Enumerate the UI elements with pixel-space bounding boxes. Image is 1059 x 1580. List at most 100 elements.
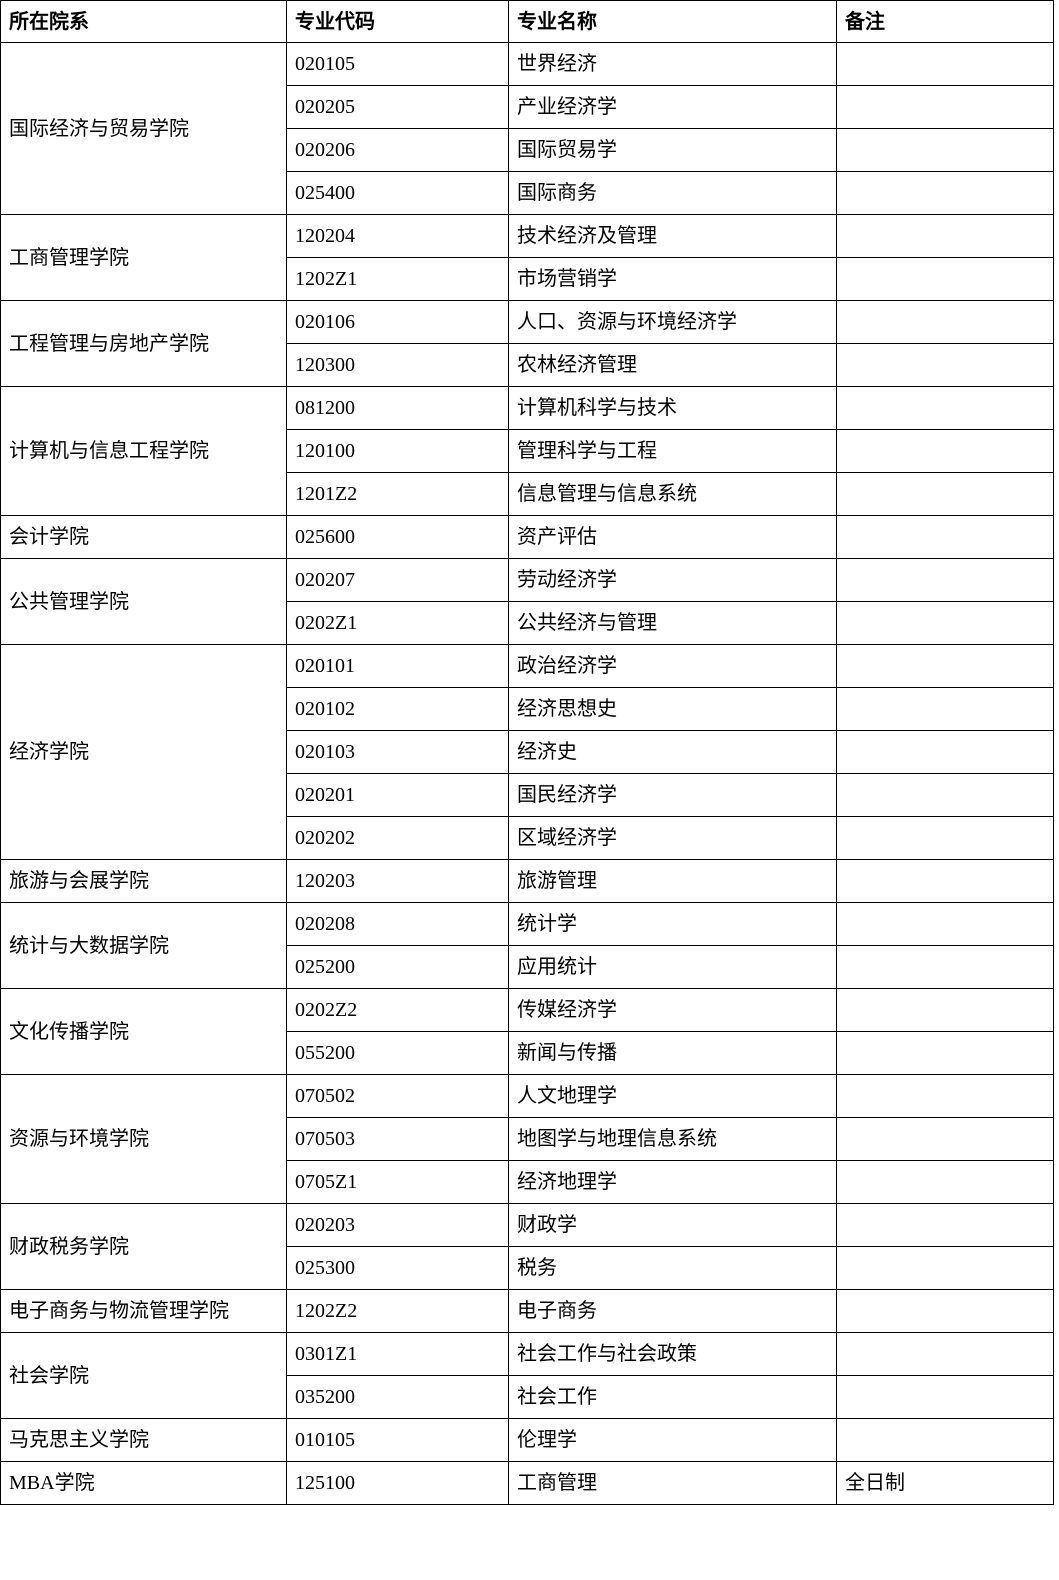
cell-remark [836,902,1054,946]
cell-major-name: 财政学 [508,1203,837,1247]
cell-major-code: 020102 [286,687,509,731]
cell-department: 电子商务与物流管理学院 [0,1289,287,1333]
cell-remark [836,128,1054,172]
table-row: 文化传播学院 0202Z2 传媒经济学 [0,988,1054,1075]
cell-major-code: 120204 [286,214,509,258]
cell-major-code: 055200 [286,1031,509,1075]
cell-department: 统计与大数据学院 [0,902,287,989]
cell-major-name: 劳动经济学 [508,558,837,602]
cell-major-name: 传媒经济学 [508,988,837,1032]
cell-remark [836,1203,1054,1247]
table-row: 120100 管理科学与工程 [1,429,1054,473]
cell-remark [836,429,1054,473]
cell-major-code: 0202Z1 [286,601,509,645]
cell-remark [836,171,1054,215]
cell-remark [836,558,1054,602]
cell-major-name: 人口、资源与环境经济学 [508,300,837,344]
cell-remark [836,343,1054,387]
cell-major-name: 管理科学与工程 [508,429,837,473]
cell-remark [836,730,1054,774]
table-row: 旅游与会展学院 120203 旅游管理 [0,859,1054,903]
table-row: 社会学院 0301Z1 社会工作与社会政策 [0,1332,1054,1419]
cell-remark [836,42,1054,86]
cell-major-code: 125100 [286,1461,509,1505]
cell-remark [836,85,1054,129]
cell-major-name: 区域经济学 [508,816,837,860]
cell-department: 旅游与会展学院 [0,859,287,903]
table-header: 所在院系 专业代码 专业名称 备注 [0,0,1054,43]
cell-remark [836,1031,1054,1075]
cell-remark [836,300,1054,344]
cell-major-name: 伦理学 [508,1418,837,1462]
cell-major-code: 1202Z1 [286,257,509,301]
cell-remark [836,472,1054,516]
cell-remark [836,1246,1054,1290]
cell-major-code: 035200 [286,1375,509,1419]
column-header-remark: 备注 [836,0,1054,43]
cell-department: 财政税务学院 [0,1203,287,1290]
cell-remark [836,214,1054,258]
cell-major-name: 世界经济 [508,42,837,86]
table-row: 马克思主义学院 010105 伦理学 [0,1418,1054,1462]
cell-remark [836,816,1054,860]
cell-remark [836,1289,1054,1333]
cell-department: 文化传播学院 [0,988,287,1075]
table-row: MBA学院 125100 工商管理 全日制 [0,1461,1054,1505]
cell-remark [836,1418,1054,1462]
cell-major-name: 产业经济学 [508,85,837,129]
cell-major-name: 社会工作 [508,1375,837,1419]
cell-major-name: 国际商务 [508,171,837,215]
cell-major-name: 新闻与传播 [508,1031,837,1075]
cell-major-name: 公共经济与管理 [508,601,837,645]
cell-major-code: 020101 [286,644,509,688]
column-header-major-name: 专业名称 [508,0,837,43]
cell-major-code: 020208 [286,902,509,946]
cell-remark [836,386,1054,430]
table-row: 电子商务与物流管理学院 1202Z2 电子商务 [0,1289,1054,1333]
cell-department: 会计学院 [0,515,287,559]
cell-department: 计算机与信息工程学院 [0,386,287,516]
table-row: 工商管理学院 120204 技术经济及管理 [0,214,1054,301]
cell-major-code: 010105 [286,1418,509,1462]
cell-major-code: 025300 [286,1246,509,1290]
cell-major-code: 1201Z2 [286,472,509,516]
cell-major-name: 经济地理学 [508,1160,837,1204]
cell-major-name: 计算机科学与技术 [508,386,837,430]
cell-department: 国际经济与贸易学院 [0,42,287,215]
cell-major-code: 025200 [286,945,509,989]
cell-major-code: 020205 [286,85,509,129]
column-header-major-code: 专业代码 [286,0,509,43]
cell-major-name: 资产评估 [508,515,837,559]
cell-major-code: 081200 [286,386,509,430]
cell-major-code: 025400 [286,171,509,215]
cell-department: 资源与环境学院 [0,1074,287,1204]
cell-major-code: 020105 [286,42,509,86]
cell-remark [836,1332,1054,1376]
cell-major-name: 农林经济管理 [508,343,837,387]
table-row: 1202Z1 市场营销学 [1,257,1054,301]
cell-major-name: 旅游管理 [508,859,837,903]
cell-major-code: 0705Z1 [286,1160,509,1204]
column-header-department: 所在院系 [0,0,287,43]
cell-major-name: 工商管理 [508,1461,837,1505]
table-row: 国际经济与贸易学院 020105 世界经济 [0,42,1054,215]
cell-major-name: 技术经济及管理 [508,214,837,258]
cell-major-code: 020103 [286,730,509,774]
table-row: 公共管理学院 020207 劳动经济学 [0,558,1054,645]
cell-department: 社会学院 [0,1332,287,1419]
cell-major-name: 社会工作与社会政策 [508,1332,837,1376]
cell-major-code: 020207 [286,558,509,602]
table-row: 035200 社会工作 [1,1375,1054,1419]
table-row: 020206 国际贸易学 [1,128,1054,172]
cell-remark [836,687,1054,731]
table-row: 财政税务学院 020203 财政学 [0,1203,1054,1290]
table-row: 020205 产业经济学 [1,85,1054,129]
cell-major-code: 0202Z2 [286,988,509,1032]
cell-major-name: 经济思想史 [508,687,837,731]
table-row: 070503 地图学与地理信息系统 [1,1117,1054,1161]
cell-major-name: 国民经济学 [508,773,837,817]
table-row: 025300 税务 [1,1246,1054,1290]
cell-major-code: 120300 [286,343,509,387]
cell-remark [836,257,1054,301]
cell-department: 公共管理学院 [0,558,287,645]
